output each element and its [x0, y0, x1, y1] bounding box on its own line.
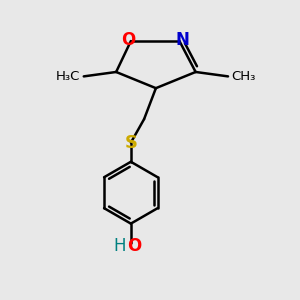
Text: N: N: [176, 31, 189, 49]
Text: O: O: [121, 31, 135, 49]
Text: S: S: [124, 134, 137, 152]
Text: H: H: [113, 237, 126, 255]
Text: CH₃: CH₃: [232, 70, 256, 83]
Text: O: O: [127, 237, 141, 255]
Text: H₃C: H₃C: [56, 70, 80, 83]
